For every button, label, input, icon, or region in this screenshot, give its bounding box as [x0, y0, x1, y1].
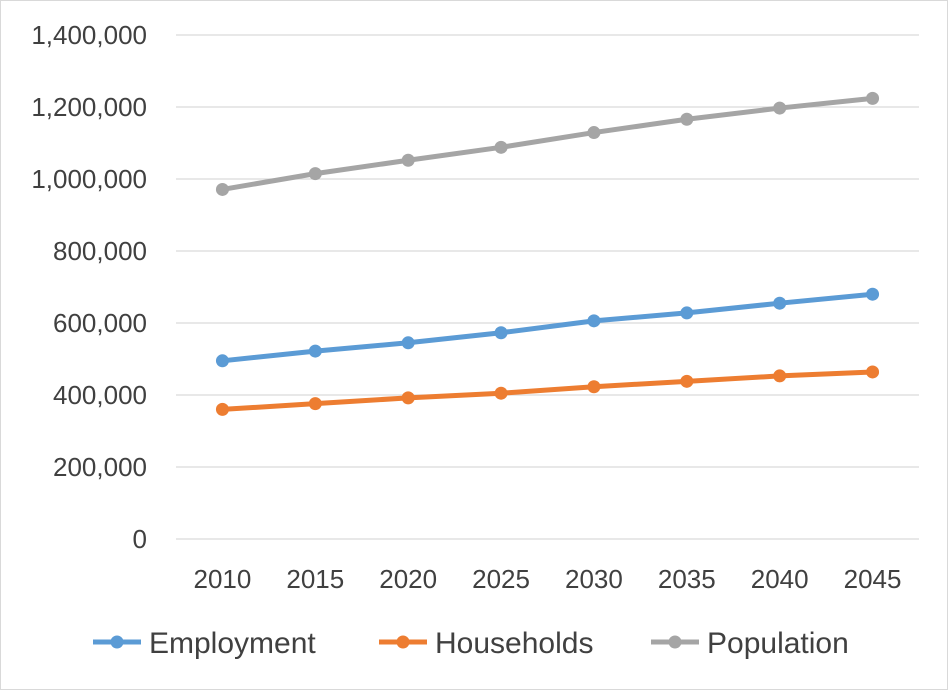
data-point [680, 306, 694, 320]
x-tick-label: 2015 [286, 564, 344, 594]
data-point [680, 112, 694, 126]
data-point [866, 287, 880, 301]
data-point [494, 326, 508, 340]
x-axis-ticks: 2010 2015 2020 2025 2030 2035 2040 2045 [194, 564, 902, 594]
y-tick-label: 0 [133, 524, 147, 554]
data-point [773, 296, 787, 310]
x-tick-label: 2030 [565, 564, 623, 594]
data-point [215, 182, 229, 196]
data-point [308, 344, 322, 358]
data-point [401, 336, 415, 350]
series-employment [215, 287, 880, 368]
y-tick-label: 1,200,000 [31, 92, 147, 122]
x-tick-label: 2020 [379, 564, 437, 594]
x-tick-label: 2045 [844, 564, 902, 594]
y-axis-ticks: 0 200,000 400,000 600,000 800,000 1,000,000 1,… [31, 20, 147, 554]
data-point [494, 140, 508, 154]
y-tick-label: 600,000 [53, 308, 147, 338]
data-point [587, 380, 601, 394]
y-tick-label: 800,000 [53, 236, 147, 266]
legend-item: Employment [93, 627, 316, 660]
data-point [680, 374, 694, 388]
legend-swatch-marker [396, 635, 410, 649]
data-point [401, 391, 415, 405]
legend: Employment Households Population [93, 627, 849, 660]
data-point [308, 397, 322, 411]
legend-item: Households [379, 627, 593, 660]
data-point [773, 101, 787, 115]
series-lines [215, 91, 880, 416]
data-point [494, 386, 508, 400]
legend-label: Employment [149, 627, 316, 660]
data-point [401, 153, 415, 167]
data-point [866, 91, 880, 105]
data-point [773, 369, 787, 383]
y-tick-label: 200,000 [53, 452, 147, 482]
y-tick-label: 1,000,000 [31, 164, 147, 194]
data-point [308, 167, 322, 181]
series-households [215, 365, 880, 416]
legend-swatch-marker [110, 635, 124, 649]
data-point [866, 365, 880, 379]
legend-label: Population [707, 627, 849, 660]
y-tick-label: 1,400,000 [31, 20, 147, 50]
gridlines [176, 34, 919, 540]
data-point [215, 354, 229, 368]
series-line [219, 95, 876, 192]
series-population [215, 91, 880, 196]
legend-swatch-marker [668, 635, 682, 649]
legend-label: Households [435, 627, 593, 660]
data-point [215, 402, 229, 416]
y-tick-label: 400,000 [53, 380, 147, 410]
data-point [587, 314, 601, 328]
x-tick-label: 2035 [658, 564, 716, 594]
x-tick-label: 2040 [751, 564, 809, 594]
x-tick-label: 2010 [194, 564, 252, 594]
x-tick-label: 2025 [472, 564, 530, 594]
series-line [219, 369, 876, 412]
series-line [219, 291, 876, 364]
data-point [587, 126, 601, 140]
legend-item: Population [651, 627, 849, 660]
